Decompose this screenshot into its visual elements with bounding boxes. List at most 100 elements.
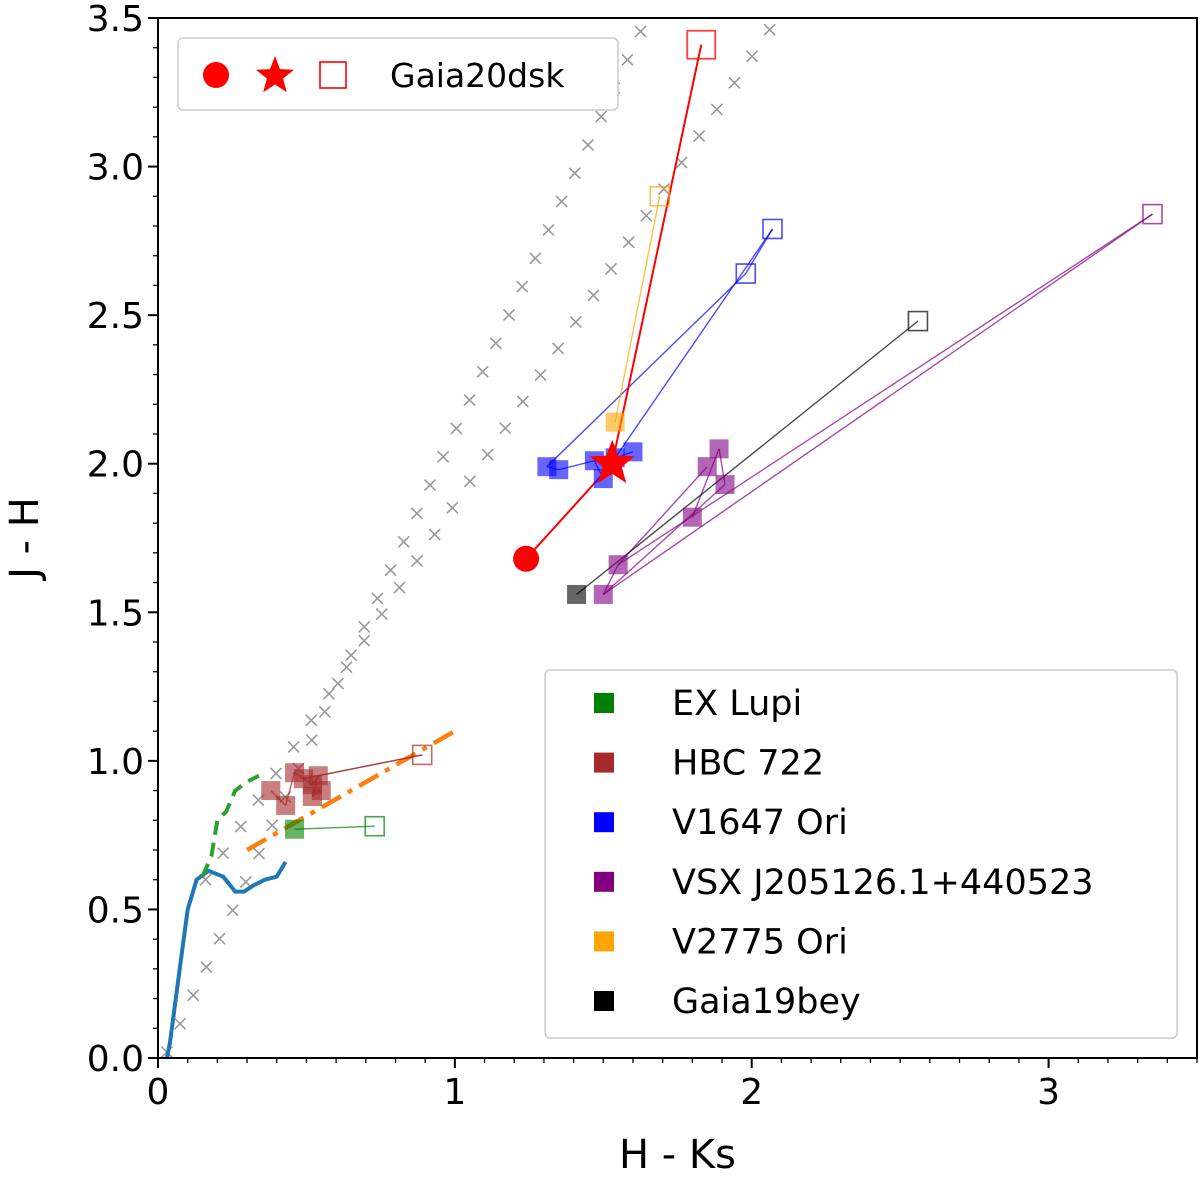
reddening-line-1-marker bbox=[213, 932, 226, 945]
reddening-line-2-marker bbox=[569, 315, 582, 328]
reddening-line-2-marker bbox=[710, 103, 723, 116]
giant-branch-curve bbox=[200, 773, 260, 878]
vsx-j205126-1-440523-connector bbox=[602, 483, 726, 595]
y-tick-label: 0.0 bbox=[87, 1039, 144, 1080]
reddening-line-2-marker bbox=[782, 0, 793, 9]
gaia20dsk-open-point bbox=[686, 29, 717, 60]
y-tick-label: 1.5 bbox=[87, 593, 144, 634]
legend-entry-v1647-ori: V1647 Ori bbox=[594, 803, 848, 843]
reddening-line-1-marker bbox=[266, 819, 279, 832]
reddening-line-2-marker bbox=[411, 554, 424, 568]
plot-frame bbox=[157, 17, 1198, 1059]
legend-entry-hbc-722: HBC 722 bbox=[594, 744, 824, 784]
reddening-line-1-marker bbox=[358, 620, 371, 633]
reddening-line-1-marker bbox=[595, 110, 608, 123]
reddening-line-2-marker bbox=[322, 687, 335, 700]
legend-gaia20dsk-markers bbox=[203, 56, 347, 93]
legend-gaia20dsk: Gaia20dsk bbox=[177, 37, 619, 111]
legend-label: V2775 Ori bbox=[672, 922, 848, 962]
gaia19bey-point bbox=[567, 584, 587, 604]
ex-lupi-open-point bbox=[364, 815, 386, 837]
legend-label: V1647 Ori bbox=[672, 803, 848, 843]
legend-swatch bbox=[594, 752, 614, 773]
legend-swatch bbox=[594, 693, 614, 713]
vsx-j205126-1-440523-connector bbox=[617, 213, 1153, 566]
y-tick-label: 3.5 bbox=[87, 0, 144, 40]
legend-main-entries: EX Lupi HBC 722 V1647 Ori VSX J205126.1+440… bbox=[594, 684, 1094, 1022]
vsx-j205126-1-440523-open-point bbox=[1142, 203, 1163, 225]
legend-swatch bbox=[594, 871, 614, 892]
reddening-line-1-marker bbox=[529, 252, 542, 265]
reddening-line-2-marker bbox=[746, 50, 759, 63]
vsx-j205126-1-440523-point bbox=[709, 439, 729, 459]
legend-entry-ex-lupi: EX Lupi bbox=[594, 684, 802, 724]
legend-gaia20dsk-label: Gaia20dsk bbox=[390, 56, 565, 95]
v1647-ori-open-point bbox=[735, 263, 757, 284]
reddening-line-2-marker bbox=[534, 368, 547, 382]
reddening-line-1-marker bbox=[371, 592, 384, 605]
axis-ticks-layer: 0 1 2 3 0.0 0.5 1.0 1.5 2.0 2.5 3.0 3.5 bbox=[87, 0, 1198, 1113]
reddening-line-2-marker bbox=[446, 501, 459, 514]
legend-label: EX Lupi bbox=[672, 684, 802, 724]
legend-open-square-marker bbox=[319, 61, 347, 89]
hbc-722-point bbox=[276, 795, 296, 815]
legend-label: HBC 722 bbox=[672, 744, 824, 784]
reddening-line-2-marker bbox=[763, 23, 776, 36]
reddening-line-1-marker bbox=[437, 450, 450, 463]
legend-main: EX Lupi HBC 722 V1647 Ori VSX J205126.1+440… bbox=[544, 669, 1178, 1039]
reddening-line-1-marker bbox=[463, 393, 476, 407]
gaia19bey-open-point bbox=[907, 310, 929, 332]
reddening-line-1-marker bbox=[331, 677, 345, 690]
v2775-ori-open-point bbox=[649, 185, 670, 207]
reference-curves-layer bbox=[160, 0, 793, 1058]
legend-swatch bbox=[594, 991, 614, 1011]
reddening-line-2-marker bbox=[587, 289, 600, 302]
y-tick-label: 2.5 bbox=[87, 296, 144, 337]
legend-swatch bbox=[594, 931, 614, 952]
vsx-j205126-1-440523-point bbox=[682, 507, 702, 527]
reddening-line-1-marker bbox=[489, 337, 502, 350]
reddening-line-2-marker bbox=[640, 209, 653, 222]
reddening-line-1-marker bbox=[621, 53, 634, 66]
ex-lupi-connector bbox=[294, 825, 375, 830]
legend-main-box bbox=[544, 669, 1178, 1039]
reddening-line-2-marker bbox=[516, 395, 529, 408]
gaia20dsk-connector bbox=[611, 44, 703, 464]
gaia20dsk-star-point bbox=[589, 439, 635, 484]
hbc-722-point bbox=[308, 766, 328, 786]
v1647-ori-point bbox=[549, 460, 569, 480]
legend-star-marker bbox=[256, 56, 294, 93]
vsx-j205126-1-440523-point bbox=[715, 475, 735, 495]
vsx-j205126-1-440523-point bbox=[593, 584, 613, 604]
hbc-722-point bbox=[311, 781, 331, 801]
reddening-line-1-marker bbox=[173, 1017, 187, 1030]
hbc-722-open-point bbox=[411, 744, 433, 766]
reddening-line-1-marker bbox=[200, 960, 213, 974]
reddening-line-1-marker bbox=[634, 25, 647, 38]
reddening-line-1-marker bbox=[226, 904, 239, 917]
x-tick-label: 2 bbox=[740, 1072, 763, 1113]
reddening-line-1-marker bbox=[502, 308, 516, 322]
v1647-ori-connector bbox=[614, 228, 774, 459]
legend-circle-marker bbox=[203, 62, 229, 88]
reddening-line-2-marker bbox=[622, 236, 635, 249]
reddening-line-2-marker bbox=[428, 528, 441, 541]
reddening-line-1-marker bbox=[187, 989, 200, 1002]
legend-label: Gaia19bey bbox=[672, 982, 861, 1022]
reddening-line-1-marker bbox=[542, 223, 555, 237]
y-tick-label: 2.0 bbox=[87, 445, 144, 486]
vsx-j205126-1-440523-point bbox=[608, 555, 628, 575]
v1647-ori-open-point bbox=[762, 218, 783, 240]
legend-gaia20dsk-box bbox=[177, 37, 619, 111]
reddening-line-1-marker bbox=[318, 705, 331, 718]
v2775-ori-point bbox=[605, 412, 625, 432]
x-tick-label: 1 bbox=[443, 1072, 466, 1113]
reddening-line-1-marker bbox=[252, 847, 266, 860]
hbc-722-point bbox=[261, 781, 281, 801]
reddening-line-1-marker bbox=[568, 167, 581, 180]
reddening-line-2-marker bbox=[552, 342, 565, 355]
x-axis-label: H - Ks bbox=[619, 1132, 736, 1175]
reddening-line-2-marker bbox=[393, 581, 406, 594]
reddening-line-1-marker bbox=[397, 535, 410, 548]
